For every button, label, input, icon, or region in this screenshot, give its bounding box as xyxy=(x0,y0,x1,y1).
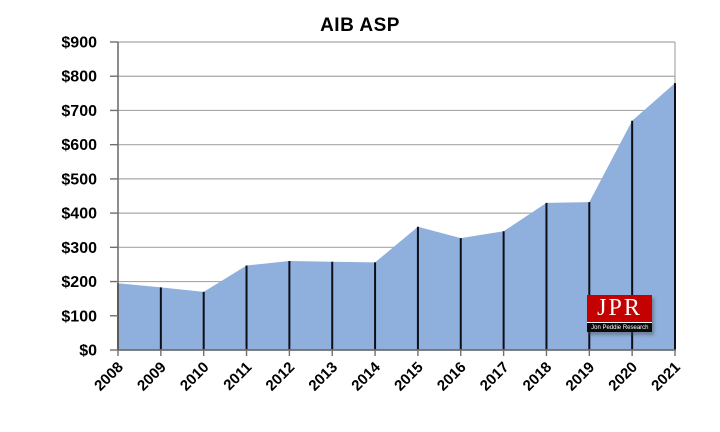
y-tick-label: $300 xyxy=(61,240,97,257)
x-tick-label: 2009 xyxy=(134,359,170,395)
x-tick-label: 2016 xyxy=(434,359,470,395)
x-tick-label: 2010 xyxy=(177,359,213,395)
y-tick-label: $100 xyxy=(61,308,97,325)
x-tick-label: 2012 xyxy=(263,359,299,395)
x-tick-label: 2020 xyxy=(605,359,641,395)
x-tick-label: 2018 xyxy=(520,359,556,395)
jpr-logo-abbr: JPR xyxy=(597,295,642,321)
jpr-logo-red-box: JPR xyxy=(587,295,652,323)
x-tick-label: 2014 xyxy=(348,358,384,394)
x-tick-label: 2019 xyxy=(563,359,599,395)
y-tick-label: $400 xyxy=(61,206,97,223)
x-tick-label: 2008 xyxy=(91,359,127,395)
y-tick-label: $900 xyxy=(61,35,97,52)
x-tick-label: 2013 xyxy=(305,359,341,395)
y-tick-label: $700 xyxy=(61,103,97,120)
y-tick-label: $500 xyxy=(61,171,97,188)
y-tick-label: $600 xyxy=(61,137,97,154)
jpr-logo: JPR Jon Peddie Research xyxy=(587,295,652,332)
chart-title: AIB ASP xyxy=(320,15,400,36)
x-tick-label: 2017 xyxy=(477,359,513,395)
y-tick-label: $200 xyxy=(61,274,97,291)
jpr-logo-name: Jon Peddie Research xyxy=(590,323,649,331)
x-tick-label: 2015 xyxy=(391,359,427,395)
y-tick-label: $800 xyxy=(61,69,97,86)
x-tick-label: 2021 xyxy=(648,359,684,395)
jpr-logo-band: Jon Peddie Research xyxy=(587,323,652,332)
x-tick-label: 2011 xyxy=(220,359,255,394)
y-tick-label: $0 xyxy=(79,343,97,360)
area-series xyxy=(118,83,675,351)
